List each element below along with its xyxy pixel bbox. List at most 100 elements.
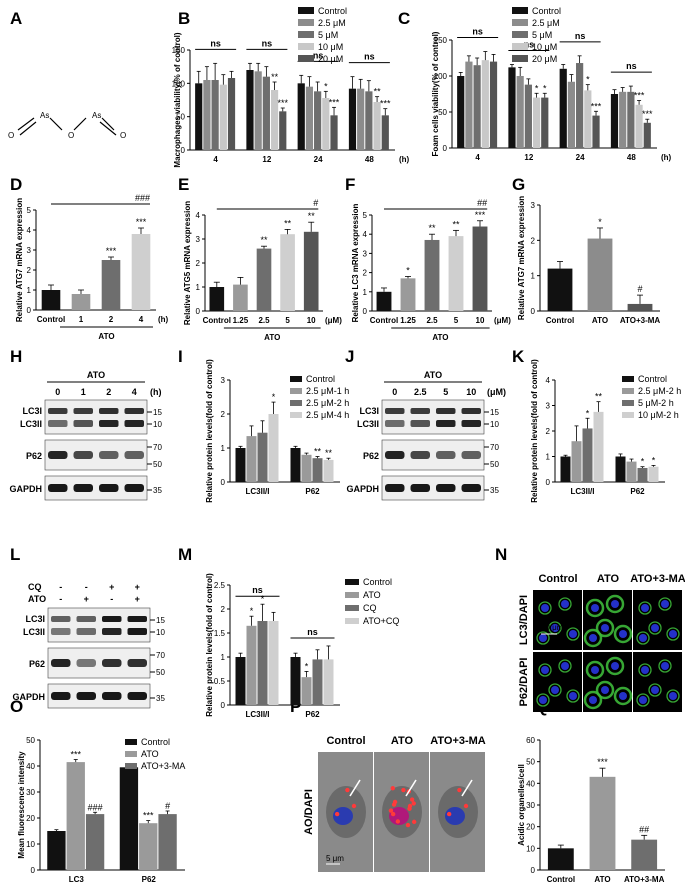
- cell-stain: [595, 680, 615, 700]
- micrograph: [633, 652, 682, 712]
- band-p62: [124, 451, 144, 459]
- bar: [560, 456, 571, 482]
- legend-entry: 5 μM: [532, 30, 552, 40]
- x-tick-label: 48: [627, 153, 636, 162]
- nucleus: [619, 692, 627, 700]
- nucleus: [641, 666, 649, 674]
- y-tick-label: 10: [526, 844, 535, 853]
- y-tick-label: 0: [531, 307, 536, 316]
- bar: [268, 621, 279, 705]
- column-label: ATO+3-MA: [430, 735, 486, 747]
- cell-stain: [648, 621, 662, 635]
- bar: [448, 236, 464, 311]
- x-tick-label: LC3: [69, 875, 85, 884]
- x-tick-label: LC3II/I: [570, 487, 594, 496]
- significance-mark: *: [324, 81, 328, 91]
- nucleus: [611, 600, 619, 608]
- significance-mark: *: [652, 455, 656, 465]
- legend-entry: 20 μM: [318, 54, 343, 64]
- x-tick-label: P62: [305, 487, 320, 496]
- y-tick-label: 20: [26, 814, 35, 823]
- x-tick-label: 1.25: [400, 316, 416, 325]
- legend-swatch: [512, 55, 528, 62]
- significance-mark: ***: [475, 210, 486, 220]
- row-label: GAPDH: [9, 484, 42, 494]
- row-label-top: CQ: [28, 582, 42, 592]
- significance-mark: **: [314, 447, 322, 457]
- arrow: [349, 779, 361, 797]
- cell-stain: [658, 597, 672, 611]
- band-lc3ii: [436, 420, 456, 427]
- cell-stain: [636, 693, 650, 707]
- lane-label: 5: [443, 387, 448, 397]
- acidic-organelle: [405, 822, 411, 828]
- bar: [158, 814, 177, 870]
- nucleus: [445, 807, 465, 825]
- cell-stain: [538, 663, 552, 677]
- panel-label-F: F: [345, 175, 355, 194]
- panel-label-K: K: [512, 347, 525, 366]
- bar: [637, 467, 648, 482]
- cell-stain: [558, 597, 572, 611]
- significance-mark: ***: [70, 750, 81, 760]
- ns-label: ns: [626, 61, 637, 71]
- significance-mark: *: [305, 661, 309, 671]
- acidic-organelle: [334, 811, 340, 817]
- bar: [631, 839, 658, 870]
- bar: [268, 414, 279, 482]
- y-tick-label: 2: [546, 427, 551, 436]
- nucleus: [551, 624, 559, 632]
- cell-stain: [605, 594, 625, 614]
- band-gapdh: [102, 692, 122, 700]
- nucleus: [569, 692, 577, 700]
- acidic-organelle: [446, 811, 452, 817]
- cell-stain: [585, 598, 605, 618]
- bar: [547, 268, 573, 311]
- y-axis-label: Macrophages viability(% of control): [173, 32, 182, 167]
- bar: [85, 814, 105, 870]
- acidic-organelle: [395, 819, 401, 824]
- y-tick-label: 0: [196, 307, 201, 316]
- significance-mark: ***: [591, 101, 602, 111]
- y-axis-label: Relative ATG5 mRNA expression: [183, 201, 192, 325]
- bar: [626, 461, 637, 482]
- bar: [290, 657, 301, 705]
- nucleus: [569, 630, 577, 638]
- significance-mark: **: [271, 72, 279, 82]
- bar: [246, 625, 257, 705]
- x-tick-label: 4: [213, 155, 218, 164]
- significance-mark: ***: [597, 757, 608, 767]
- y-tick-label: 50: [26, 736, 35, 745]
- bar: [233, 284, 248, 311]
- bar: [323, 459, 334, 482]
- y-tick-label: 50: [438, 108, 447, 117]
- bar: [524, 84, 532, 148]
- y-tick-label: 0: [27, 306, 32, 315]
- nucleus: [541, 604, 549, 612]
- legend-swatch: [345, 605, 359, 611]
- nucleus: [589, 634, 597, 642]
- significance-mark: ***: [380, 99, 391, 109]
- bar: [211, 80, 219, 150]
- row-label: AO/DAPI: [303, 789, 315, 835]
- band-gapdh: [48, 484, 68, 492]
- significance-mark: *: [535, 83, 539, 93]
- legend-swatch: [298, 19, 314, 26]
- marker-label: 15: [156, 616, 165, 625]
- cell-stain: [583, 690, 603, 710]
- nucleus: [661, 600, 669, 608]
- bar: [457, 76, 465, 148]
- arrow: [461, 779, 473, 797]
- band-p62: [99, 451, 119, 459]
- significance-mark: ***: [634, 90, 645, 100]
- bar: [424, 239, 440, 311]
- cell-stain: [638, 601, 652, 615]
- panel-label-D: D: [10, 175, 22, 194]
- bar: [619, 91, 627, 148]
- row-label: LC3I: [22, 406, 42, 416]
- band-p62: [73, 451, 93, 459]
- band-lc3i: [102, 616, 122, 622]
- lane-unit: (μM): [487, 387, 506, 397]
- lane-label: 1: [81, 387, 86, 397]
- band-lc3i: [461, 408, 481, 414]
